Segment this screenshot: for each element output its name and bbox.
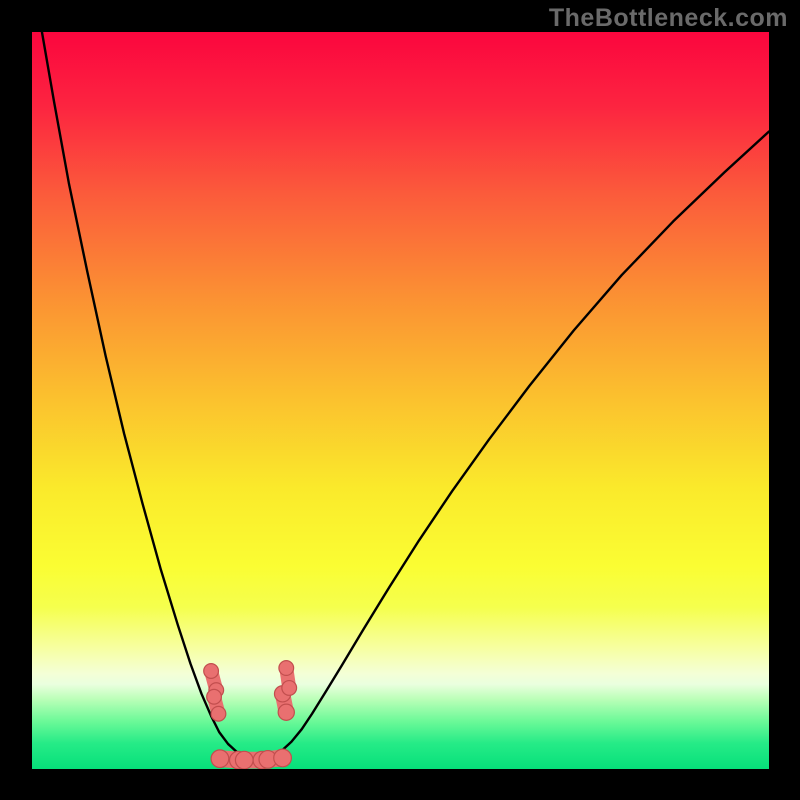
- plot-svg: [32, 32, 769, 769]
- plot-area: [32, 32, 769, 769]
- chart-stage: TheBottleneck.com: [0, 0, 800, 800]
- gradient-background: [32, 32, 769, 769]
- marker-dumbbell: [279, 661, 297, 696]
- watermark-text: TheBottleneck.com: [549, 4, 788, 33]
- marker-dumbbell: [259, 749, 291, 768]
